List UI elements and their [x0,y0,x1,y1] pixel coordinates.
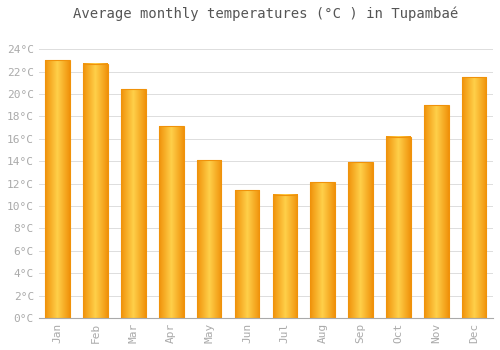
Title: Average monthly temperatures (°C ) in Tupambaé: Average monthly temperatures (°C ) in Tu… [74,7,458,21]
Bar [272,195,297,318]
Bar [197,160,222,318]
Bar [386,136,410,318]
Bar [234,190,260,318]
Bar [462,77,486,318]
Bar [121,90,146,318]
Bar [310,182,335,318]
Bar [348,162,373,318]
Bar [424,105,448,318]
Bar [46,60,70,318]
Bar [84,64,108,318]
Bar [159,126,184,318]
